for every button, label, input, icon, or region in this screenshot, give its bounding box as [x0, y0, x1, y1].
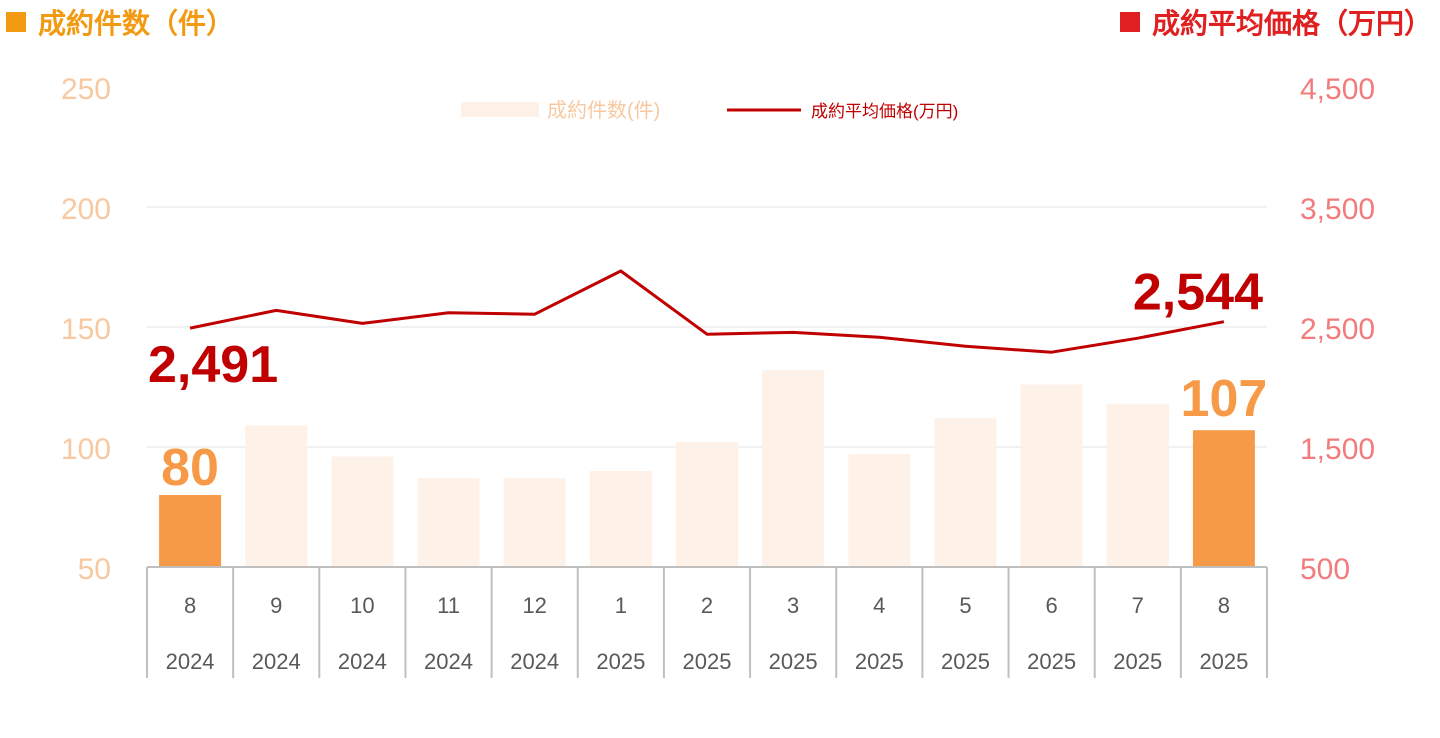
bar [848, 454, 911, 567]
bar [1106, 403, 1169, 567]
month-tick-label: 12 [522, 593, 546, 618]
right-title-text: 成約平均価格（万円） [1151, 7, 1432, 40]
left-axis-tick-label: 200 [61, 193, 111, 226]
year-tick-label: 2025 [855, 649, 904, 674]
right-title-square-icon [1119, 12, 1140, 32]
month-tick-label: 9 [270, 593, 282, 618]
left-title-text: 成約件数（件） [38, 7, 235, 40]
bar [762, 370, 825, 567]
year-tick-label: 2024 [510, 649, 559, 674]
legend-bar-swatch [461, 102, 539, 117]
year-tick-label: 2025 [1199, 649, 1248, 674]
bar [503, 478, 566, 567]
month-tick-label: 10 [350, 593, 374, 618]
right-axis-tick-label: 3,500 [1300, 193, 1375, 226]
year-tick-label: 2024 [424, 649, 473, 674]
bar [331, 456, 394, 567]
left-axis-tick-label: 50 [78, 553, 111, 586]
bar [676, 442, 738, 567]
right-axis-title: 成約平均価格（万円） [1119, 2, 1432, 42]
month-tick-label: 5 [959, 593, 971, 618]
left-axis-tick-label: 150 [61, 313, 111, 346]
left-axis-title: 成約件数（件） [6, 2, 234, 42]
month-tick-label: 2 [701, 593, 713, 618]
year-tick-label: 2024 [166, 649, 215, 674]
month-tick-label: 4 [873, 593, 885, 618]
year-tick-label: 2025 [769, 649, 818, 674]
bar-first-value-label: 80 [161, 439, 219, 497]
year-tick-label: 2024 [252, 649, 301, 674]
line-last-value-label: 2,544 [1133, 264, 1263, 322]
right-axis-tick-label: 500 [1300, 553, 1350, 586]
right-axis-tick-label: 4,500 [1300, 73, 1375, 106]
legend-bar-label: 成約件数(件) [547, 99, 660, 122]
month-tick-label: 1 [615, 593, 627, 618]
bar [589, 471, 652, 567]
bar [934, 418, 997, 567]
left-axis-tick-label: 100 [61, 433, 111, 466]
legend-line-label: 成約平均価格(万円) [811, 102, 958, 121]
month-tick-label: 8 [184, 593, 196, 618]
bar [159, 495, 222, 567]
right-axis-tick-label: 1,500 [1300, 433, 1375, 466]
bar-last-value-label: 107 [1181, 370, 1268, 428]
year-tick-label: 2025 [683, 649, 732, 674]
bar [1020, 384, 1083, 567]
month-tick-label: 3 [787, 593, 799, 618]
month-tick-label: 6 [1045, 593, 1057, 618]
left-axis-tick-label: 250 [61, 73, 111, 106]
price-line [189, 269, 1225, 354]
bar [245, 425, 308, 567]
year-tick-label: 2025 [1027, 649, 1076, 674]
line-first-value-label: 2,491 [148, 336, 278, 394]
month-tick-label: 8 [1218, 593, 1230, 618]
year-tick-label: 2024 [338, 649, 387, 674]
bar [417, 478, 480, 567]
left-title-square-icon [6, 12, 26, 32]
month-tick-label: 7 [1132, 593, 1144, 618]
month-tick-label: 11 [437, 593, 460, 618]
bar [1192, 430, 1255, 567]
year-tick-label: 2025 [1113, 649, 1162, 674]
year-tick-label: 2025 [596, 649, 645, 674]
right-axis-tick-label: 2,500 [1300, 313, 1375, 346]
year-tick-label: 2025 [941, 649, 990, 674]
